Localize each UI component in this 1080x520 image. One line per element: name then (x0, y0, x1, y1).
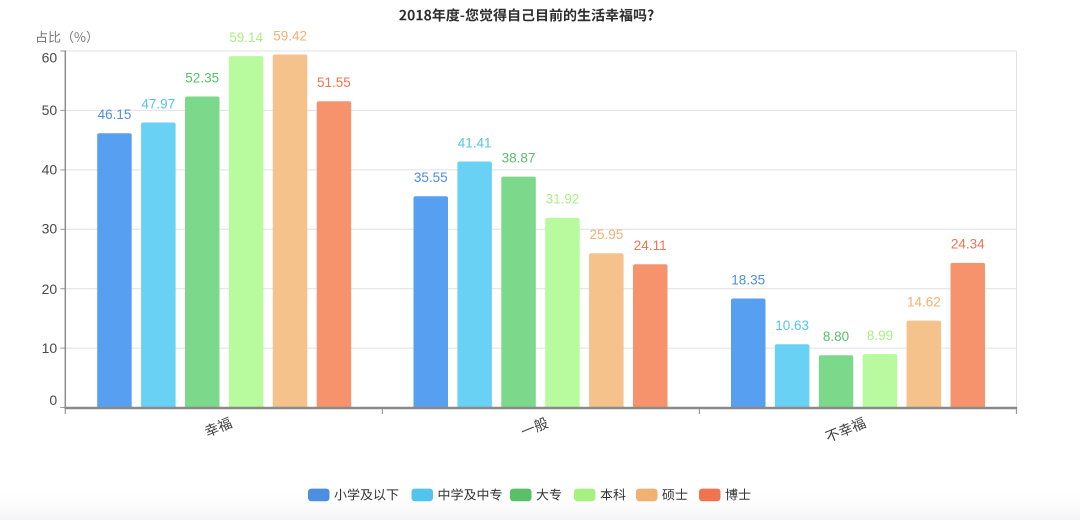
svg-text:20: 20 (42, 281, 58, 297)
svg-text:31.92: 31.92 (546, 192, 580, 207)
svg-text:59.42: 59.42 (273, 28, 307, 43)
svg-text:35.55: 35.55 (414, 170, 448, 185)
svg-text:10: 10 (42, 340, 58, 356)
svg-text:8.80: 8.80 (823, 329, 849, 344)
svg-text:30: 30 (42, 221, 58, 237)
svg-text:40: 40 (42, 161, 58, 177)
svg-text:18.35: 18.35 (731, 272, 765, 287)
svg-text:8.99: 8.99 (867, 328, 893, 343)
svg-text:24.34: 24.34 (951, 237, 985, 252)
svg-text:24.11: 24.11 (634, 238, 667, 253)
svg-text:51.55: 51.55 (317, 75, 351, 90)
svg-text:52.35: 52.35 (185, 70, 219, 85)
svg-text:59.14: 59.14 (229, 30, 263, 45)
svg-text:0: 0 (49, 392, 57, 408)
svg-text:10.63: 10.63 (775, 318, 809, 333)
svg-text:60: 60 (42, 50, 58, 66)
svg-text:47.97: 47.97 (141, 96, 175, 111)
svg-text:46.15: 46.15 (98, 107, 132, 122)
svg-text:14.62: 14.62 (907, 294, 941, 309)
svg-text:25.95: 25.95 (590, 227, 624, 242)
svg-text:41.41: 41.41 (458, 135, 492, 150)
svg-text:50: 50 (42, 102, 58, 118)
svg-text:38.87: 38.87 (502, 150, 536, 165)
